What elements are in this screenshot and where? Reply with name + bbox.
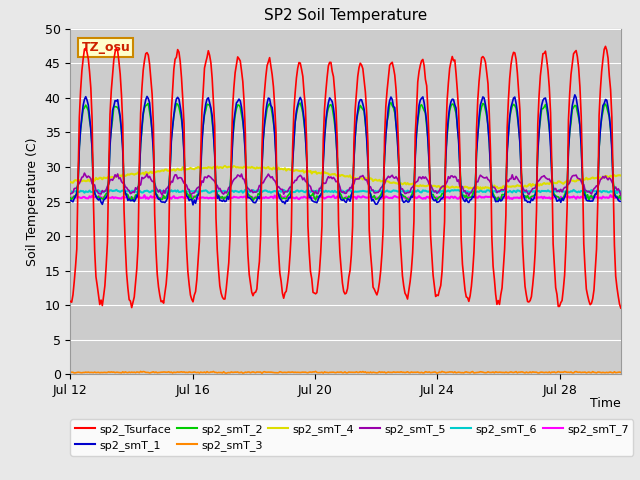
Text: TZ_osu: TZ_osu xyxy=(81,41,130,54)
Legend: sp2_Tsurface, sp2_smT_1, sp2_smT_2, sp2_smT_3, sp2_smT_4, sp2_smT_5, sp2_smT_6, : sp2_Tsurface, sp2_smT_1, sp2_smT_2, sp2_… xyxy=(70,420,634,456)
Text: Time: Time xyxy=(590,397,621,410)
Y-axis label: Soil Temperature (C): Soil Temperature (C) xyxy=(26,137,39,266)
Title: SP2 Soil Temperature: SP2 Soil Temperature xyxy=(264,9,428,24)
